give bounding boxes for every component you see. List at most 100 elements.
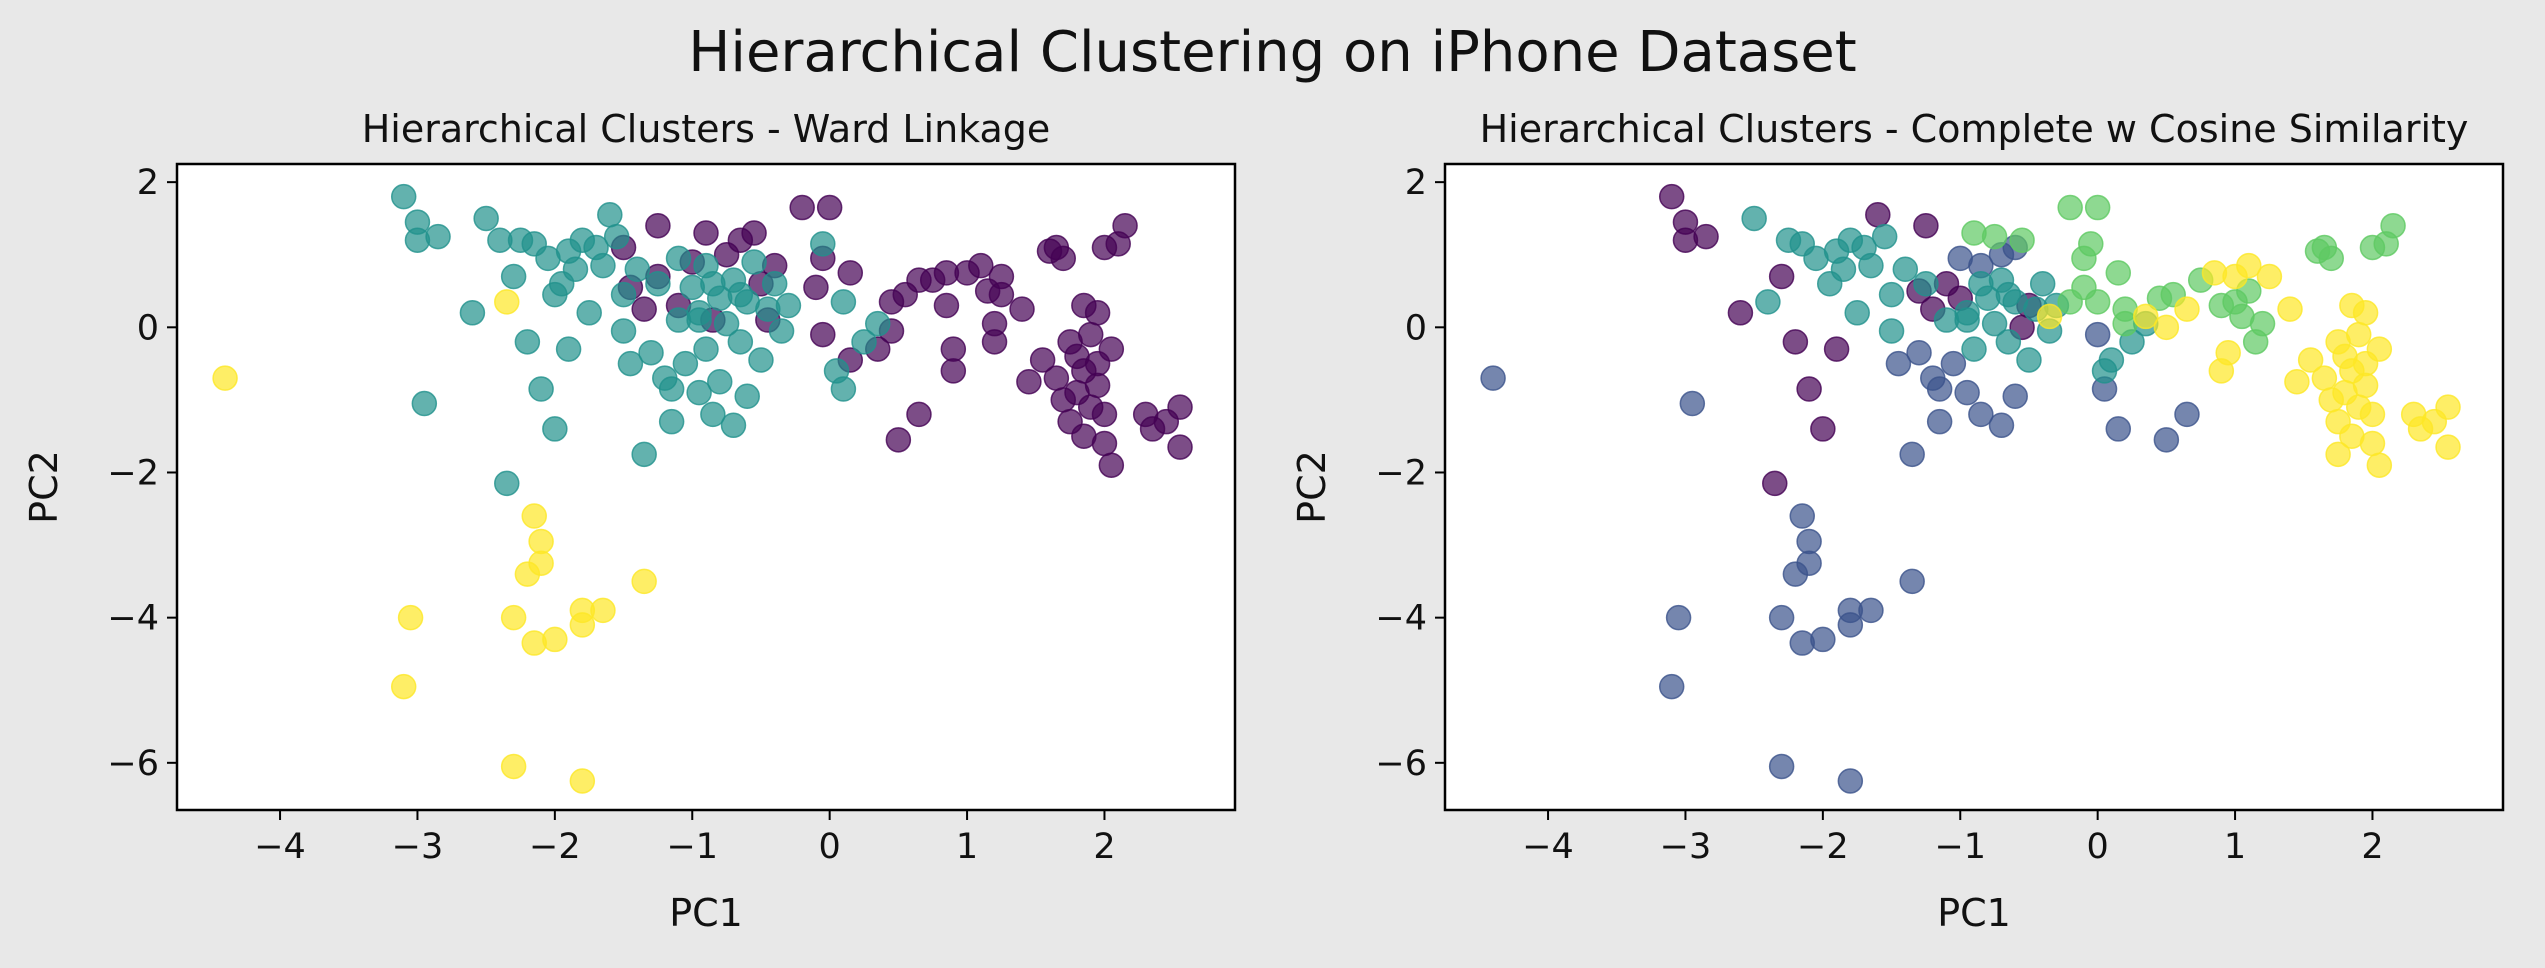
data-point xyxy=(1016,369,1042,395)
data-point xyxy=(397,604,424,631)
data-point xyxy=(686,307,712,333)
data-point xyxy=(459,300,486,326)
data-point xyxy=(624,256,651,282)
data-point xyxy=(1940,350,1967,377)
data-point xyxy=(734,383,760,410)
data-point xyxy=(1892,256,1919,282)
x-tick-label: 0 xyxy=(2087,827,2109,867)
data-point xyxy=(617,350,644,377)
data-point xyxy=(597,202,623,228)
data-point xyxy=(1167,434,1193,460)
data-point xyxy=(658,408,685,435)
data-point xyxy=(2057,289,2083,315)
series-4 xyxy=(2036,252,2461,478)
data-point xyxy=(2153,427,2180,453)
data-point xyxy=(1789,503,1815,529)
data-point xyxy=(1796,376,1822,402)
data-point xyxy=(851,329,877,355)
data-point xyxy=(528,550,554,576)
data-point xyxy=(2352,372,2379,399)
data-point xyxy=(1741,205,1767,232)
data-point xyxy=(789,194,815,221)
data-point xyxy=(1981,310,2008,337)
data-point xyxy=(1865,202,1891,228)
data-point xyxy=(1665,604,1692,631)
y-tick-label: −6 xyxy=(1375,744,1427,784)
y-axis-label: PC2 xyxy=(1290,450,1334,524)
data-point xyxy=(645,212,671,239)
data-point xyxy=(968,252,994,279)
data-point xyxy=(528,376,554,402)
data-point xyxy=(1981,223,2008,250)
data-point xyxy=(1098,336,1125,362)
subplot-2: −4 −3 −2 −1 0 1 2 −6 −4 −2 0 2 Hierarchical Clusters… xyxy=(1290,107,2505,935)
y-axis-label: PC2 xyxy=(22,450,66,524)
subplot-title: Hierarchical Clusters - Ward Linkage xyxy=(362,107,1051,151)
data-point xyxy=(521,503,547,529)
data-point xyxy=(569,612,596,638)
x-tick-label: −2 xyxy=(1797,827,1849,867)
y-tick-label: −4 xyxy=(1375,599,1427,639)
data-point xyxy=(906,401,932,428)
data-point xyxy=(2352,300,2379,326)
data-point xyxy=(1810,416,1836,442)
data-point xyxy=(555,336,582,362)
data-point xyxy=(2153,314,2180,341)
data-point xyxy=(500,753,527,780)
data-point xyxy=(2071,245,2097,272)
data-point xyxy=(1899,568,1925,595)
data-point xyxy=(693,336,719,362)
data-point xyxy=(1954,307,1980,333)
series-1 xyxy=(1480,234,2200,794)
axes-frame xyxy=(1443,162,2505,812)
data-point xyxy=(1796,528,1822,555)
data-point xyxy=(2325,441,2351,468)
data-point xyxy=(803,274,829,301)
data-point xyxy=(700,401,726,428)
data-point xyxy=(988,263,1015,290)
data-point xyxy=(1782,329,1809,355)
data-point xyxy=(665,245,692,272)
x-tick-label: −1 xyxy=(1934,827,1986,867)
data-point xyxy=(1906,339,1932,366)
x-tick-label: −3 xyxy=(1660,827,1712,867)
data-point xyxy=(837,260,864,286)
x-tick-label: −1 xyxy=(666,827,718,867)
data-point xyxy=(411,390,438,417)
series-2 xyxy=(1741,205,2159,384)
data-point xyxy=(741,220,767,246)
data-point xyxy=(2057,194,2083,221)
data-point xyxy=(2366,336,2393,362)
data-point xyxy=(1954,379,1980,406)
data-point xyxy=(494,470,520,497)
data-point xyxy=(658,376,685,402)
y-tick-label: 0 xyxy=(137,308,159,348)
data-point xyxy=(542,626,568,653)
data-point xyxy=(1968,401,1994,428)
data-point xyxy=(1762,470,1788,497)
x-tick-label: 1 xyxy=(2224,827,2246,867)
data-point xyxy=(1480,365,1506,391)
data-point xyxy=(940,336,967,362)
subplot-1: −4 −3 −2 −1 0 1 2 −6 −4 −2 0 2 Hierarchical Clusters… xyxy=(22,107,1237,935)
data-point xyxy=(1899,441,1925,468)
data-point xyxy=(2105,416,2132,442)
data-point xyxy=(2036,303,2063,330)
data-point xyxy=(2174,296,2200,322)
x-tick-label: 0 xyxy=(819,827,841,867)
axes-frame xyxy=(175,162,1237,812)
data-point xyxy=(2435,394,2461,420)
data-point xyxy=(1885,350,1912,377)
data-point xyxy=(2366,452,2393,478)
data-point xyxy=(1091,401,1118,428)
data-point xyxy=(500,604,527,631)
y-tick-label: −4 xyxy=(107,599,159,639)
data-point xyxy=(830,289,857,315)
data-point xyxy=(1810,626,1836,653)
data-point xyxy=(1830,256,1857,282)
data-point xyxy=(1091,430,1118,457)
data-point xyxy=(562,256,589,282)
x-tick-label: −4 xyxy=(254,827,306,867)
series-0 xyxy=(610,194,1193,478)
